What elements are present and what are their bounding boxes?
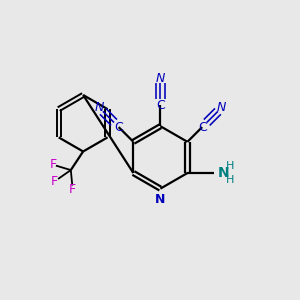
Text: H: H <box>226 175 235 184</box>
Text: C: C <box>198 121 206 134</box>
Text: N: N <box>218 166 230 180</box>
Text: F: F <box>51 176 58 188</box>
Text: C: C <box>114 121 123 134</box>
Text: N: N <box>155 194 166 206</box>
Text: F: F <box>69 183 76 196</box>
Text: F: F <box>50 158 56 171</box>
Text: N: N <box>94 101 104 114</box>
Text: C: C <box>156 99 165 112</box>
Text: H: H <box>226 161 235 172</box>
Text: N: N <box>217 101 226 114</box>
Text: N: N <box>156 72 165 85</box>
